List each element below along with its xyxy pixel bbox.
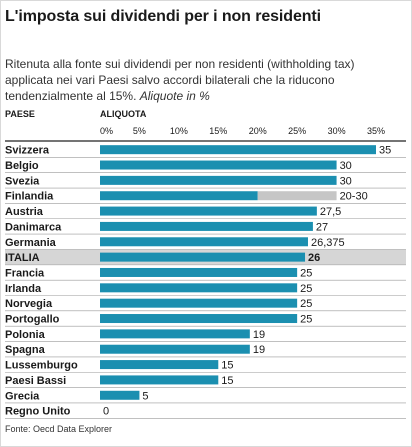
tick-label: 30% [328, 126, 346, 136]
country-label: Belgio [5, 160, 39, 172]
value-label: 15 [221, 375, 233, 387]
value-label: 25 [300, 283, 312, 295]
source-note: Fonte: Oecd Data Explorer [5, 424, 113, 434]
bar [100, 375, 219, 385]
tick-label: 10% [170, 126, 188, 136]
value-label: 25 [300, 267, 312, 279]
value-label: 0 [103, 406, 109, 418]
category-header: PAESE [5, 109, 35, 119]
tick-label: 5% [133, 126, 146, 136]
bar [100, 390, 140, 400]
country-label: Svizzera [5, 145, 50, 157]
tick-label: 0% [100, 126, 113, 136]
bar [100, 329, 250, 339]
country-label: Grecia [5, 390, 40, 402]
bar [100, 252, 306, 262]
bar [100, 221, 313, 231]
bar [100, 160, 337, 170]
value-label: 26 [308, 252, 320, 264]
country-label: Austria [5, 206, 44, 218]
bar [100, 298, 298, 308]
value-label: 5 [142, 390, 148, 402]
bar [100, 237, 308, 247]
country-label: Danimarca [5, 221, 62, 233]
bar [100, 175, 337, 185]
description-text: Ritenuta alla fonte sui dividendi per no… [5, 57, 355, 103]
bar [100, 267, 298, 277]
value-label: 30 [340, 160, 352, 172]
chart-description: Ritenuta alla fonte sui dividendi per no… [5, 56, 405, 104]
description-unit: Aliquote in % [139, 89, 210, 103]
value-label: 25 [300, 314, 312, 326]
country-label: Finlandia [5, 191, 54, 203]
value-label: 19 [253, 329, 265, 341]
value-label: 30 [340, 175, 352, 187]
value-label: 20-30 [340, 191, 368, 203]
tick-label: 15% [209, 126, 227, 136]
country-label: ITALIA [5, 252, 40, 264]
axis-label: ALIQUOTA [100, 109, 147, 119]
value-label: 25 [300, 298, 312, 310]
country-label: Regno Unito [5, 406, 71, 418]
country-label: Francia [5, 267, 45, 279]
bar [100, 344, 250, 354]
value-label: 19 [253, 344, 265, 356]
bar [100, 145, 376, 155]
value-label: 35 [379, 145, 391, 157]
value-label: 15 [221, 360, 233, 372]
chart-title: L'imposta sui dividendi per i non reside… [5, 8, 321, 25]
bar [100, 283, 298, 293]
tick-label: 35% [367, 126, 385, 136]
bar-range [257, 191, 337, 201]
country-label: Germania [5, 237, 57, 249]
country-label: Irlanda [5, 283, 42, 295]
value-label: 27,5 [320, 206, 341, 218]
country-label: Spagna [5, 344, 46, 356]
value-label: 27 [316, 221, 328, 233]
country-label: Svezia [5, 175, 40, 187]
bar [100, 360, 219, 370]
country-label: Norvegia [5, 298, 53, 310]
bar [100, 314, 298, 324]
country-label: Paesi Bassi [5, 375, 66, 387]
tick-label: 20% [249, 126, 267, 136]
country-label: Lussemburgo [5, 360, 78, 372]
country-label: Portogallo [5, 314, 60, 326]
bar [100, 206, 317, 216]
value-label: 26,375 [311, 237, 345, 249]
country-label: Polonia [5, 329, 46, 341]
tick-label: 25% [288, 126, 306, 136]
bar [100, 191, 258, 201]
